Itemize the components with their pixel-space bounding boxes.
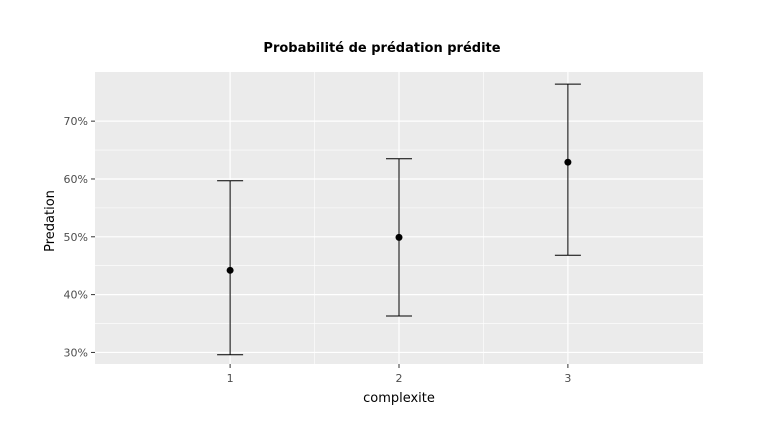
- data-point-3: [564, 158, 572, 166]
- y-tick-label: 30%: [64, 346, 88, 359]
- error-bar-3: [554, 83, 581, 256]
- x-axis-ticks: 1 2 3: [227, 364, 571, 385]
- chart-title: Probabilité de prédation prédite: [263, 41, 500, 56]
- y-tick-label: 70%: [64, 115, 88, 128]
- x-tick-label: 3: [564, 372, 571, 385]
- y-tick-label: 60%: [64, 173, 88, 186]
- x-tick-label: 2: [396, 372, 403, 385]
- x-tick-label: 1: [227, 372, 234, 385]
- x-axis-title: complexite: [363, 391, 435, 406]
- y-axis-ticks: 30% 40% 50% 60% 70%: [64, 115, 95, 359]
- y-axis-title: Predation: [43, 190, 58, 252]
- data-point-1: [226, 266, 234, 274]
- data-point-2: [395, 233, 403, 241]
- data-points: [217, 83, 581, 356]
- y-tick-label: 50%: [64, 231, 88, 244]
- y-tick-label: 40%: [64, 289, 88, 302]
